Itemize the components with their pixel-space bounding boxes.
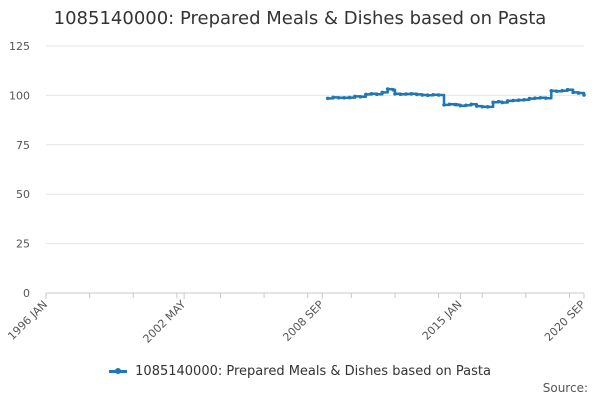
data-point (500, 100, 505, 105)
data-point (393, 92, 397, 96)
data-point (358, 94, 363, 99)
legend-swatch (109, 368, 128, 374)
data-point (425, 93, 430, 98)
data-point (404, 92, 408, 96)
data-point (571, 90, 575, 95)
data-point (491, 100, 495, 105)
data-point (364, 92, 368, 97)
data-point (480, 104, 485, 109)
x-tick-label: 1996 JAN (5, 298, 50, 343)
data-point (505, 99, 510, 103)
axis-layer: 0 25 50 75 100 125 1996 JAN 2002 MAY 2008 SEP 201… (5, 40, 588, 346)
y-tick-label: 125 (9, 40, 30, 53)
legend-label: 1085140000: Prepared Meals & Dishes base… (135, 364, 491, 379)
grid-layer (46, 45, 584, 294)
data-point (369, 92, 374, 96)
data-point (454, 102, 459, 107)
y-tick-label: 0 (23, 287, 30, 300)
data-point (436, 93, 441, 97)
x-tick-label: 2008 SEP (280, 298, 326, 344)
data-point (544, 96, 548, 100)
data-point (380, 90, 385, 95)
y-tick-label: 50 (16, 188, 30, 201)
data-point (549, 89, 554, 93)
x-tick-label: 2020 SEP (542, 298, 588, 344)
data-point (336, 95, 341, 100)
data-point (516, 98, 521, 102)
data-point (347, 95, 352, 100)
data-point (496, 99, 501, 104)
data-point (458, 103, 463, 108)
series-layer (325, 87, 586, 109)
data-point (511, 98, 515, 103)
data-point (464, 103, 468, 108)
data-point (353, 94, 357, 99)
data-point (447, 102, 452, 107)
legend[interactable]: 1085140000: Prepared Meals & Dishes base… (0, 364, 600, 379)
source-label: Source: (542, 381, 588, 395)
data-point (398, 92, 403, 97)
y-tick-label: 75 (16, 139, 30, 152)
data-point (342, 95, 346, 100)
x-tick-label: 2002 MAY (141, 298, 189, 346)
y-tick-label: 25 (16, 238, 30, 251)
data-point (582, 93, 586, 97)
data-point (527, 96, 532, 101)
data-point (565, 87, 570, 92)
data-point (431, 93, 435, 97)
data-point (538, 95, 543, 100)
data-point (485, 105, 490, 109)
data-point (469, 102, 474, 107)
data-point (420, 93, 425, 97)
data-point (414, 92, 419, 97)
data-point (442, 103, 446, 107)
data-point (554, 89, 559, 94)
data-point (385, 87, 390, 91)
data-point (576, 91, 581, 95)
data-point (560, 88, 564, 93)
data-point (374, 92, 379, 97)
data-point (474, 104, 479, 108)
x-tick-label: 2015 JAN (420, 298, 465, 343)
chart-title: 1085140000: Prepared Meals & Dishes base… (53, 8, 547, 29)
data-point (325, 96, 330, 101)
y-tick-label: 100 (9, 89, 30, 102)
data-point (391, 88, 395, 92)
data-point (409, 92, 414, 96)
data-point (522, 97, 526, 102)
data-point (331, 95, 335, 100)
data-point (533, 96, 537, 100)
